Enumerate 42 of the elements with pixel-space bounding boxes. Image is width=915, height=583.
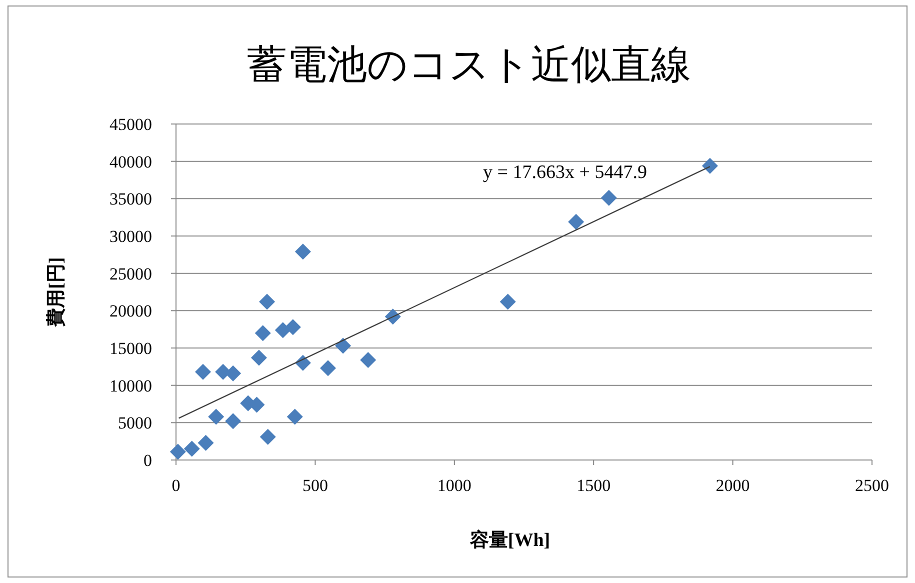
x-tick-label: 1000: [437, 476, 472, 495]
point: [320, 360, 336, 376]
chart-title: 蓄電池のコスト近似直線: [247, 42, 691, 87]
y-tick-label: 45000: [110, 115, 152, 134]
x-tick-label: 2000: [716, 476, 750, 495]
point: [360, 352, 376, 368]
point: [274, 322, 291, 338]
x-tick-label: 1500: [576, 476, 611, 495]
point: [184, 440, 200, 457]
point: [254, 325, 271, 342]
x-tick-label: 2500: [855, 476, 889, 495]
point: [500, 294, 516, 310]
y-tick-label: 30000: [110, 227, 152, 246]
y-tick-label: 5000: [118, 414, 152, 433]
y-tick-label: 20000: [110, 302, 152, 321]
point: [284, 319, 301, 336]
y-tick-label: 35000: [110, 190, 152, 209]
x-tick-label: 500: [302, 476, 328, 495]
point: [225, 365, 242, 382]
x-tick-label: 0: [172, 476, 180, 495]
point: [702, 158, 718, 174]
point: [198, 434, 214, 451]
point: [208, 408, 224, 425]
y-axis-title: 費用[円]: [45, 257, 67, 328]
point: [568, 214, 584, 230]
x-axis-title: 容量[Wh]: [468, 529, 550, 551]
point: [600, 190, 617, 206]
point: [225, 413, 242, 430]
point: [294, 244, 311, 260]
point: [259, 294, 276, 310]
point: [250, 350, 267, 366]
y-tick-label: 10000: [110, 376, 152, 396]
point: [195, 364, 212, 380]
point: [170, 444, 186, 460]
y-tick-label: 15000: [110, 339, 152, 358]
y-tick-label: 40000: [110, 152, 152, 172]
point: [286, 408, 303, 425]
y-tick-label: 25000: [110, 264, 152, 284]
y-tick-label: 0: [144, 451, 152, 470]
annotation: y = 17.663x + 5447.9: [483, 162, 647, 183]
point: [260, 428, 276, 445]
point: [335, 338, 352, 354]
